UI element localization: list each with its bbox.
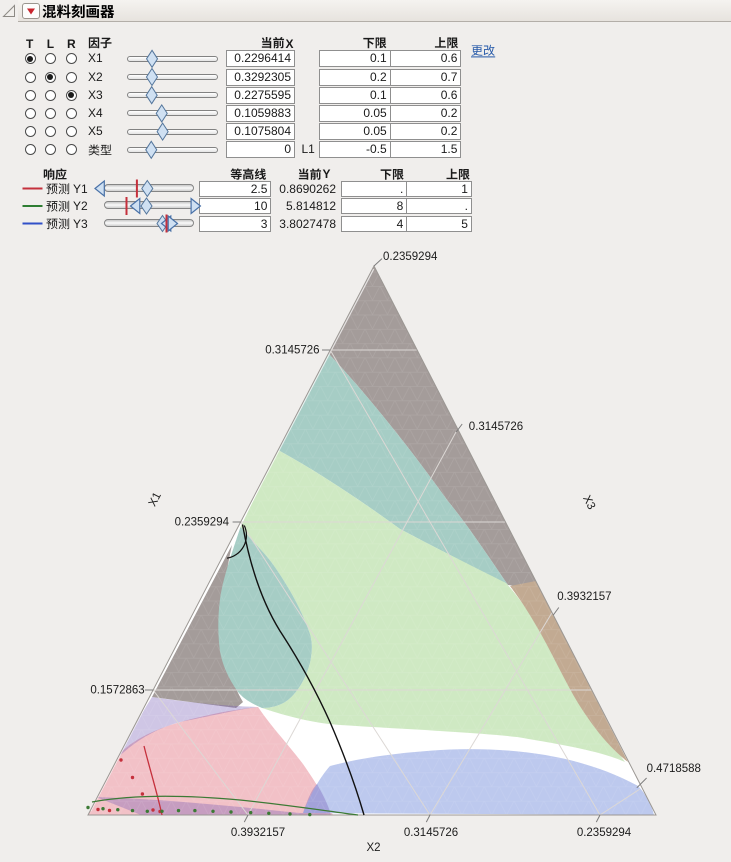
svg-text:0.3145726: 0.3145726 (469, 421, 523, 433)
svg-text:0.3932157: 0.3932157 (557, 591, 611, 603)
svg-text:0.2359294: 0.2359294 (577, 827, 632, 839)
svg-text:0.2359294: 0.2359294 (175, 517, 230, 529)
svg-text:X1: X1 (147, 491, 164, 509)
svg-text:0.3145726: 0.3145726 (265, 345, 319, 357)
svg-text:X2: X2 (366, 842, 380, 854)
svg-text:0.3932157: 0.3932157 (231, 827, 285, 839)
svg-text:0.1572863: 0.1572863 (90, 685, 144, 697)
svg-text:0.2359294: 0.2359294 (383, 251, 438, 263)
svg-text:0.4718588: 0.4718588 (647, 763, 701, 775)
svg-text:X3: X3 (580, 494, 597, 512)
svg-text:0.3145726: 0.3145726 (404, 827, 458, 839)
